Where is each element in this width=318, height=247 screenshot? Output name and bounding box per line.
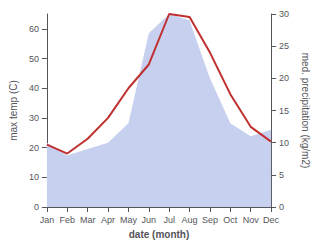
svg-text:10: 10 — [279, 138, 289, 148]
svg-text:Oct: Oct — [223, 215, 238, 225]
svg-text:25: 25 — [279, 41, 289, 51]
svg-text:10: 10 — [29, 172, 39, 182]
svg-text:50: 50 — [29, 54, 39, 64]
svg-text:15: 15 — [279, 106, 289, 116]
svg-text:0: 0 — [34, 202, 39, 212]
svg-text:20: 20 — [279, 73, 289, 83]
svg-text:30: 30 — [29, 113, 39, 123]
svg-text:max temp (C): max temp (C) — [8, 80, 19, 141]
svg-text:Nov: Nov — [243, 215, 260, 225]
svg-text:30: 30 — [279, 9, 289, 19]
svg-text:Sep: Sep — [202, 215, 218, 225]
svg-text:Feb: Feb — [60, 215, 76, 225]
svg-text:Mar: Mar — [80, 215, 96, 225]
svg-text:20: 20 — [29, 143, 39, 153]
svg-text:Jul: Jul — [163, 215, 175, 225]
svg-text:med. precipitation (kg/m2): med. precipitation (kg/m2) — [300, 53, 311, 169]
svg-text:60: 60 — [29, 24, 39, 34]
svg-text:5: 5 — [279, 170, 284, 180]
svg-text:Apr: Apr — [101, 215, 115, 225]
svg-text:Jan: Jan — [40, 215, 55, 225]
svg-text:40: 40 — [29, 83, 39, 93]
svg-text:date (month): date (month) — [129, 229, 190, 240]
svg-text:Aug: Aug — [182, 215, 198, 225]
svg-text:0: 0 — [279, 202, 284, 212]
svg-text:Dec: Dec — [263, 215, 280, 225]
svg-text:Jun: Jun — [142, 215, 157, 225]
svg-text:May: May — [120, 215, 138, 225]
